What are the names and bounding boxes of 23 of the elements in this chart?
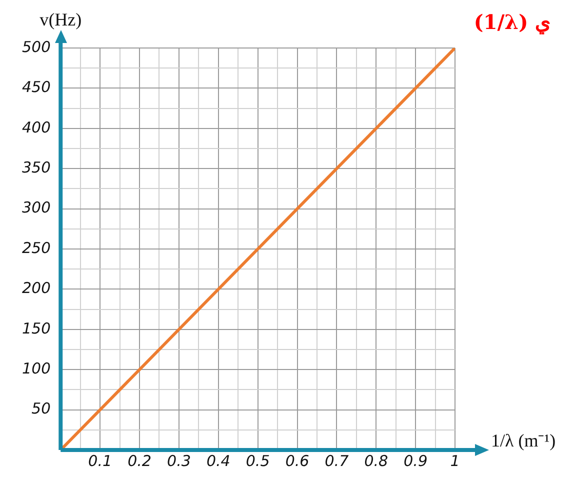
x-tick-label: 0.8 [364, 452, 388, 470]
x-tick-label: 0.4 [206, 452, 230, 470]
y-tick-label: 50 [32, 400, 51, 418]
y-tick-label: 150 [22, 319, 51, 338]
x-tick-label: 0.2 [128, 452, 152, 470]
y-tick-label: 100 [22, 359, 51, 378]
y-tick-label: 300 [22, 198, 51, 217]
y-tick-label: 200 [22, 279, 51, 298]
y-tick-label: 250 [22, 238, 51, 257]
x-tick-label: 0.9 [404, 452, 428, 470]
text: (1/λ) ي [474, 10, 551, 36]
y-tick-label: 350 [22, 158, 51, 176]
y-tick-label: 450 [22, 78, 51, 96]
y-axis-title: v(Hz) [40, 10, 82, 30]
x-tick-label: 1 [450, 452, 460, 470]
x-tick-label: 0.6 [285, 452, 310, 470]
x-axis-title: 1/λ (m⁻¹) [491, 430, 556, 451]
x-tick-label: 0.3 [167, 452, 191, 470]
x-tick-label: 0.1 [88, 452, 112, 470]
y-tick-label: 400 [22, 118, 51, 136]
x-tick-label: 0.5 [246, 452, 270, 470]
x-tick-label: 0.7 [324, 452, 350, 470]
y-tick-label: 500 [22, 38, 51, 56]
